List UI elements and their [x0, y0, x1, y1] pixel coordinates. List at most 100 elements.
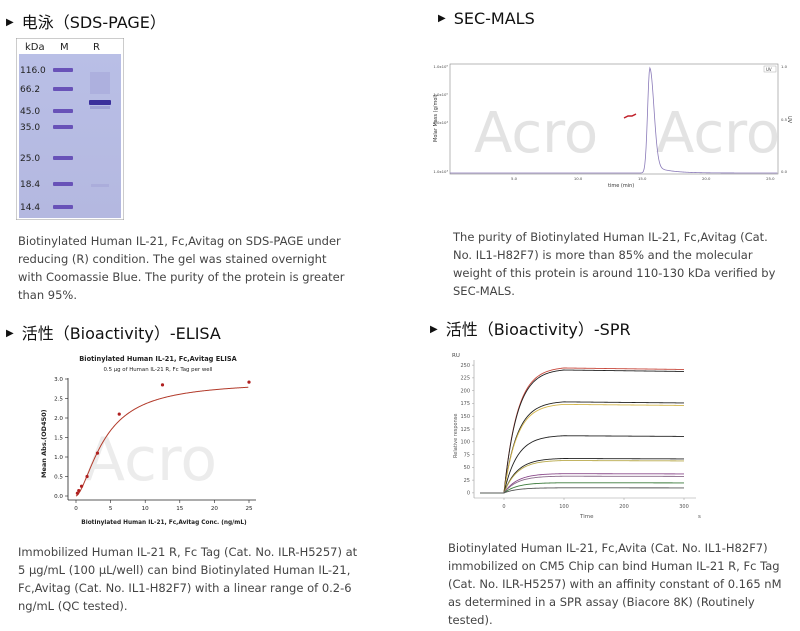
spr-y-unit: RU	[452, 353, 460, 359]
elisa-y-tick: 2.0	[54, 416, 63, 422]
sec-mals-x-tick: 10.0	[574, 176, 583, 181]
sec-mals-y-tick: 1.0x10⁶	[433, 64, 448, 69]
elisa-x-tick: 15	[176, 506, 184, 512]
bullet-arrow-icon: ▶	[6, 328, 14, 339]
sec-mals-y2label: UV	[786, 116, 792, 124]
elisa-x-tick: 20	[211, 506, 219, 512]
sds-marker-band	[53, 205, 73, 209]
sds-marker-label: 45.0	[20, 107, 40, 117]
elisa-chart-title: Biotinylated Human IL-21, Fc,Avitag ELIS…	[79, 355, 237, 363]
svg-text:Acro: Acro	[656, 101, 780, 166]
sec-mals-chart: Acro Acro 1.0x10⁶ 1.0x10⁵ 1.0x10⁴ 1.0x10³ 1…	[426, 56, 796, 196]
spr-x-tick: 200	[619, 504, 629, 510]
bullet-arrow-icon: ▶	[438, 13, 446, 24]
spr-title: ▶ 活性（Bioactivity）-SPR	[430, 316, 631, 340]
sec-mals-y-tick: 1.0x10⁴	[433, 120, 448, 125]
sec-mals-x-tick: 15.0	[638, 176, 647, 181]
sds-page-title-text: 电泳（SDS-PAGE）	[21, 13, 166, 32]
spr-x-tick: 0	[502, 504, 505, 510]
spr-ylabel: Relative response	[453, 414, 459, 458]
sec-mals-x-tick: 25.0	[766, 176, 775, 181]
spr-y-tick: 175	[460, 401, 470, 407]
elisa-x-tick: 0	[74, 506, 78, 512]
sds-col-kda: kDa	[25, 42, 45, 53]
sec-mals-ylabel: Molar Mass (g/mol)	[433, 94, 439, 142]
spr-chart: RU 0 25 50 75 100 125 150 175 200 225 250 0 100 200 3…	[446, 348, 708, 526]
spr-sensorgram-curve	[480, 460, 684, 494]
sec-mals-x-tick: 20.0	[702, 176, 711, 181]
spr-description: Biotinylated Human IL-21, Fc,Avita (Cat.…	[448, 541, 782, 627]
bullet-arrow-icon: ▶	[6, 17, 14, 28]
elisa-data-point	[79, 484, 84, 488]
sec-mals-uv-trace	[450, 66, 778, 174]
sec-mals-description: The purity of Biotinylated Human IL-21, …	[453, 230, 776, 298]
elisa-chart: Acro Biotinylated Human IL-21, Fc,Avitag…	[34, 350, 268, 530]
sec-mals-x-tick: 5.0	[511, 176, 518, 181]
spr-sensorgram-curve	[480, 473, 684, 494]
elisa-data-point	[95, 451, 100, 455]
elisa-title: ▶ 活性（Bioactivity）-ELISA	[6, 320, 221, 344]
spr-xlabel: Time	[579, 514, 594, 520]
sds-col-r: R	[93, 42, 100, 53]
elisa-data-point	[85, 474, 89, 479]
elisa-description: Immobilized Human IL-21 R, Fc Tag (Cat. …	[18, 545, 358, 613]
elisa-y-tick: 1.5	[54, 436, 63, 442]
spr-sensorgram-curve	[480, 369, 685, 494]
elisa-chart-subtitle: 0.5 μg of Human IL-21 R, Fc Tag per well	[103, 367, 212, 373]
sds-marker-band	[53, 87, 73, 91]
sds-marker-band	[53, 68, 73, 72]
sds-col-m: M	[60, 42, 69, 53]
elisa-data-point	[77, 488, 81, 493]
elisa-fit-curve	[75, 386, 249, 497]
sds-marker-label: 66.2	[20, 85, 40, 95]
elisa-x-tick: 25	[245, 506, 253, 512]
sds-marker-band	[53, 109, 73, 113]
sds-page-description: Biotinylated Human IL-21, Fc,Avitag on S…	[18, 234, 345, 302]
spr-y-tick: 50	[464, 465, 470, 471]
spr-x-tick: 300	[679, 504, 689, 510]
sec-mals-legend: UV	[766, 67, 772, 72]
spr-sensorgram-curve	[480, 435, 685, 494]
spr-y-tick: 225	[460, 376, 470, 382]
elisa-y-tick: 3.0	[54, 377, 63, 383]
spr-sensorgram-curve	[480, 403, 685, 494]
elisa-x-tick: 10	[142, 506, 150, 512]
sds-sample-band	[89, 100, 111, 105]
elisa-title-text: 活性（Bioactivity）-ELISA	[21, 324, 221, 343]
spr-sensorgram-curve	[480, 482, 685, 494]
spr-x-tick: 100	[559, 504, 569, 510]
sec-mals-y2-tick: 0.5	[781, 117, 788, 122]
sec-mals-watermark: Acro	[474, 101, 598, 166]
sds-marker-label: 116.0	[20, 66, 46, 76]
elisa-watermark: Acro	[84, 425, 217, 495]
elisa-data-point	[75, 491, 79, 495]
elisa-y-tick: 1.0	[54, 455, 63, 461]
sec-mals-molar-mass-trace	[623, 113, 637, 119]
sec-mals-y2-tick: 1.0	[781, 64, 788, 69]
sec-mals-y-tick: 1.0x10³	[433, 169, 448, 174]
sds-marker-band	[53, 182, 73, 186]
elisa-ylabel: Mean Abs.(OD450)	[40, 409, 48, 478]
spr-y-tick: 200	[460, 388, 470, 394]
elisa-xlabel: Biotinylated Human IL-21, Fc,Avitag Conc…	[81, 520, 247, 526]
sds-marker-band	[53, 156, 73, 160]
elisa-y-tick: 0.0	[54, 494, 63, 500]
sds-marker-label: 35.0	[20, 123, 40, 133]
spr-y-tick: 25	[464, 478, 470, 484]
spr-sensorgram-curve	[480, 487, 684, 494]
sec-mals-y-tick: 1.0x10⁵	[433, 92, 448, 97]
spr-y-tick: 125	[460, 427, 470, 433]
spr-y-tick: 150	[460, 414, 470, 420]
spr-y-tick: 0	[467, 491, 470, 497]
elisa-data-point	[117, 412, 121, 416]
sds-marker-label: 18.4	[20, 180, 40, 190]
sds-marker-band	[53, 125, 73, 129]
sec-mals-xlabel: time (min)	[608, 183, 634, 189]
spr-sensorgram-curve	[480, 458, 684, 494]
sds-marker-label: 25.0	[20, 154, 40, 164]
sds-marker-label: 14.4	[20, 203, 40, 213]
sec-mals-y2-tick: 0.0	[781, 169, 788, 174]
spr-title-text: 活性（Bioactivity）-SPR	[445, 320, 631, 339]
elisa-y-tick: 2.5	[54, 397, 63, 403]
spr-y-tick: 100	[460, 440, 470, 446]
